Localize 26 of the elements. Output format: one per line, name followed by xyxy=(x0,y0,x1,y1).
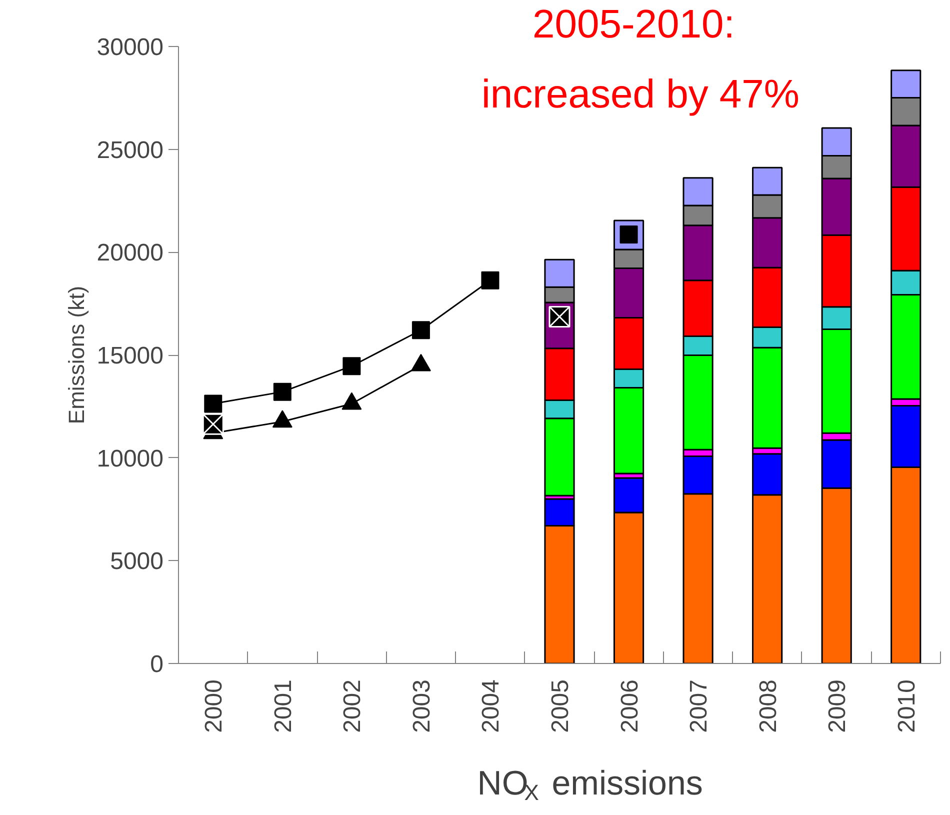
y-tick-label: 20000 xyxy=(96,240,164,267)
x-tick-label: 2007 xyxy=(686,680,713,733)
y-tick-label: 30000 xyxy=(96,34,164,61)
x-tick-label: 2008 xyxy=(754,680,782,733)
x-tick-label: 2005 xyxy=(547,680,574,733)
x-tick-label: 2009 xyxy=(824,680,852,733)
point xyxy=(342,357,361,376)
x-tick-label: 2006 xyxy=(616,680,644,733)
y-tick-label: 5000 xyxy=(110,548,164,576)
x-tick-label: 2002 xyxy=(339,680,366,733)
y-tick-label: 0 xyxy=(150,651,164,678)
x-tick-label: 2003 xyxy=(408,680,436,733)
x-tick-label: 2004 xyxy=(478,680,505,733)
y-axis-title: Emissions (kt) xyxy=(64,286,89,424)
point xyxy=(204,394,222,413)
point xyxy=(202,413,224,435)
x-tick-label: 2001 xyxy=(270,680,297,733)
point xyxy=(273,382,292,401)
x-tick-label: 2000 xyxy=(200,680,228,733)
x-tick-label: 2010 xyxy=(893,680,920,733)
y-tick-label: 25000 xyxy=(96,136,164,164)
annotation: 2005-2010: increased by 47% xyxy=(482,2,800,116)
y-tick-label: 10000 xyxy=(96,445,164,472)
y-tick-label: 15000 xyxy=(96,342,164,370)
point xyxy=(481,271,500,290)
point xyxy=(412,321,430,340)
